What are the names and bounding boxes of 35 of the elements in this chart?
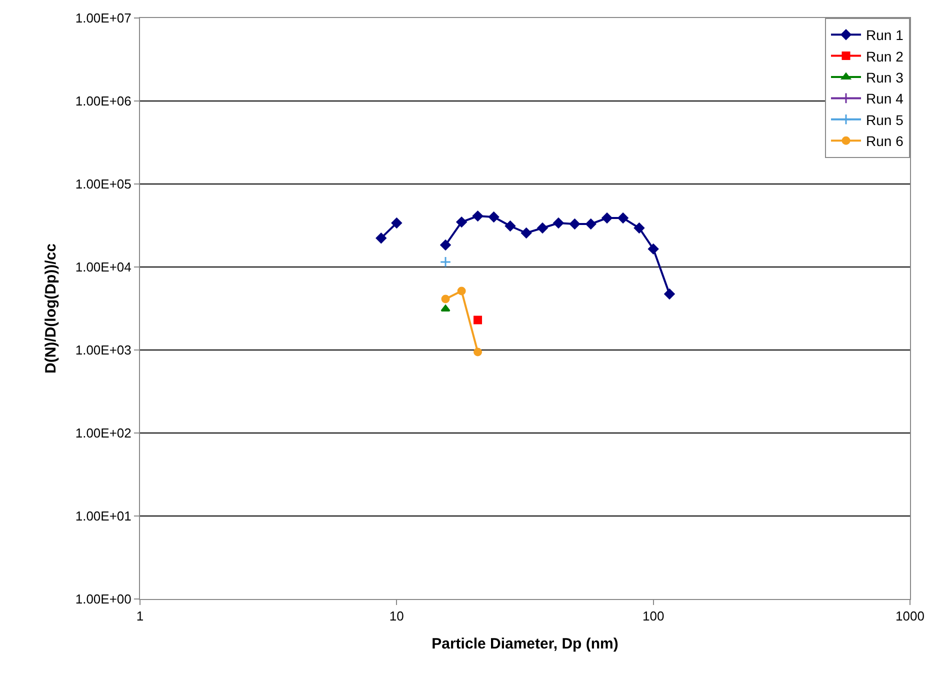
y-axis-title: D(N)/D(log(Dp))/cc [42, 244, 60, 374]
legend-label: Run 2 [866, 48, 904, 64]
point [472, 210, 484, 222]
point [504, 220, 516, 232]
point [648, 244, 659, 254]
y-tick-label: 1.00E+00 [75, 592, 132, 607]
x-tick-label: 1000 [896, 608, 924, 624]
legend-label: Run 4 [866, 90, 904, 107]
x-axis-title: Particle Diameter, Dp (nm) [432, 636, 618, 653]
point [586, 218, 596, 230]
legend-label: Run 5 [866, 112, 904, 128]
legend-label: Run 3 [866, 69, 904, 86]
y-tick-label: 1.00E+06 [75, 94, 132, 109]
y-tick-label: 1.00E+07 [75, 10, 132, 26]
point [440, 240, 451, 250]
point [618, 212, 628, 224]
point [521, 228, 532, 238]
legend-label: Run 1 [866, 27, 904, 44]
y-tick-label: 1.00E+01 [75, 508, 132, 524]
point [602, 212, 612, 224]
point [664, 288, 675, 300]
point [456, 216, 467, 228]
legend-label: Run 6 [866, 133, 904, 150]
point [634, 222, 645, 234]
y-tick-label: 1.00E+05 [75, 176, 132, 192]
point [537, 222, 548, 234]
y-tick-label: 1.00E+02 [75, 426, 132, 441]
point [569, 218, 580, 230]
x-tick-label: 10 [389, 608, 404, 624]
x-tick-label: 1 [136, 608, 144, 624]
y-tick-label: 1.00E+03 [75, 342, 132, 358]
y-tick-label: 1.00E+04 [75, 260, 132, 275]
point [488, 212, 500, 222]
point [553, 218, 564, 228]
x-tick-label: 100 [642, 608, 664, 624]
